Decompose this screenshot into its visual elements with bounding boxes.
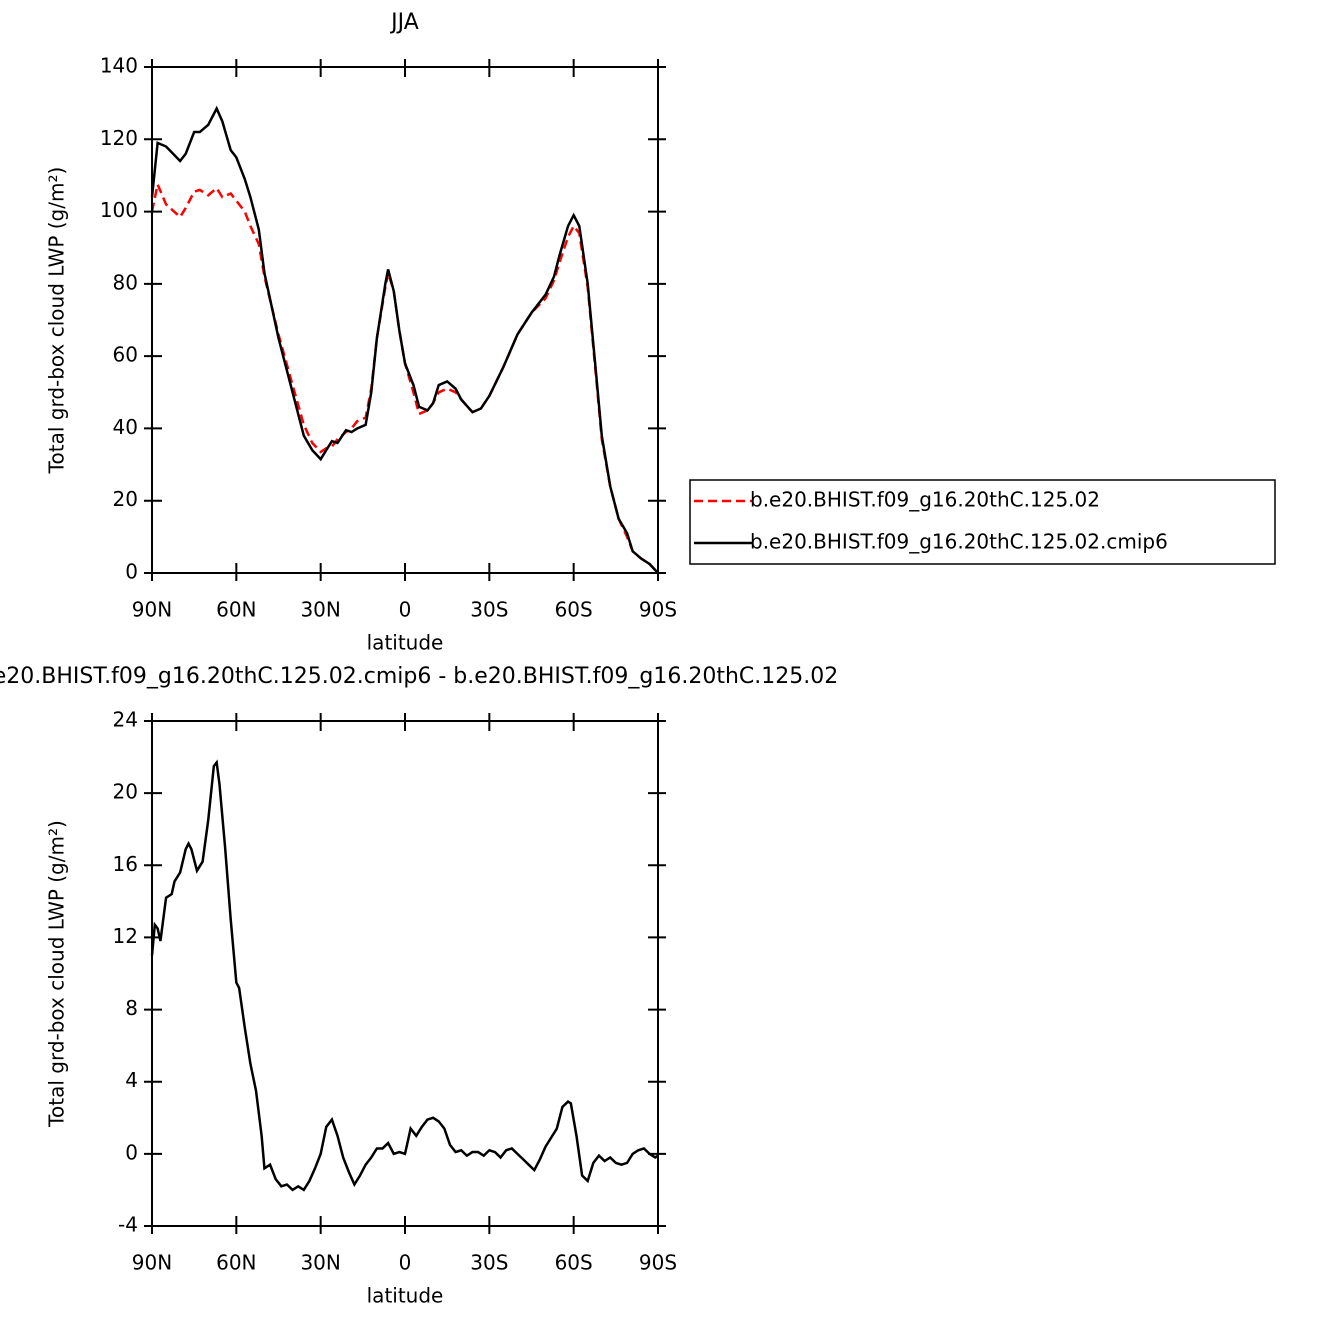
x-tick-label: 60N [216, 598, 256, 622]
y-tick-label: 24 [113, 708, 138, 732]
chart-title: JJA [389, 10, 419, 35]
chart-title: b.e20.BHIST.f09_g16.20thC.125.02.cmip6 -… [0, 664, 838, 689]
x-tick-label: 0 [399, 598, 412, 622]
y-tick-label: 0 [125, 1140, 138, 1164]
y-axis-label: Total grd-box cloud LWP (g/m²) [45, 820, 69, 1128]
x-tick-label: 60S [555, 598, 593, 622]
x-tick-label: 60N [216, 1251, 256, 1275]
x-axis-label: latitude [367, 631, 444, 655]
y-tick-label: 20 [113, 780, 138, 804]
x-tick-label: 90N [132, 598, 172, 622]
x-tick-label: 30N [300, 598, 340, 622]
y-tick-label: 80 [113, 270, 138, 294]
y-tick-label: 100 [100, 198, 138, 222]
x-tick-label: 90N [132, 1251, 172, 1275]
y-tick-label: 60 [113, 343, 138, 367]
legend-label: b.e20.BHIST.f09_g16.20thC.125.02.cmip6 [750, 530, 1168, 554]
y-tick-label: 0 [125, 560, 138, 584]
y-tick-label: 12 [113, 924, 138, 948]
data-line [150, 759, 659, 1192]
y-tick-label: 140 [100, 54, 138, 78]
y-tick-label: -4 [118, 1213, 138, 1237]
x-tick-label: 90S [639, 1251, 677, 1275]
y-axis-label: Total grd-box cloud LWP (g/m²) [45, 167, 69, 475]
x-tick-label: 60S [555, 1251, 593, 1275]
data-line [150, 105, 659, 574]
y-tick-label: 40 [113, 415, 138, 439]
x-tick-label: 30S [470, 1251, 508, 1275]
y-tick-label: 8 [125, 996, 138, 1020]
x-tick-label: 0 [399, 1251, 412, 1275]
legend-label: b.e20.BHIST.f09_g16.20thC.125.02 [750, 488, 1100, 512]
y-tick-label: 4 [125, 1068, 138, 1092]
x-tick-label: 30S [470, 598, 508, 622]
x-axis-label: latitude [367, 1284, 444, 1308]
y-tick-label: 120 [100, 126, 138, 150]
legend-box [689, 479, 1276, 565]
y-tick-label: 20 [113, 487, 138, 511]
x-tick-label: 90S [639, 598, 677, 622]
y-tick-label: 16 [113, 852, 138, 876]
x-tick-label: 30N [300, 1251, 340, 1275]
